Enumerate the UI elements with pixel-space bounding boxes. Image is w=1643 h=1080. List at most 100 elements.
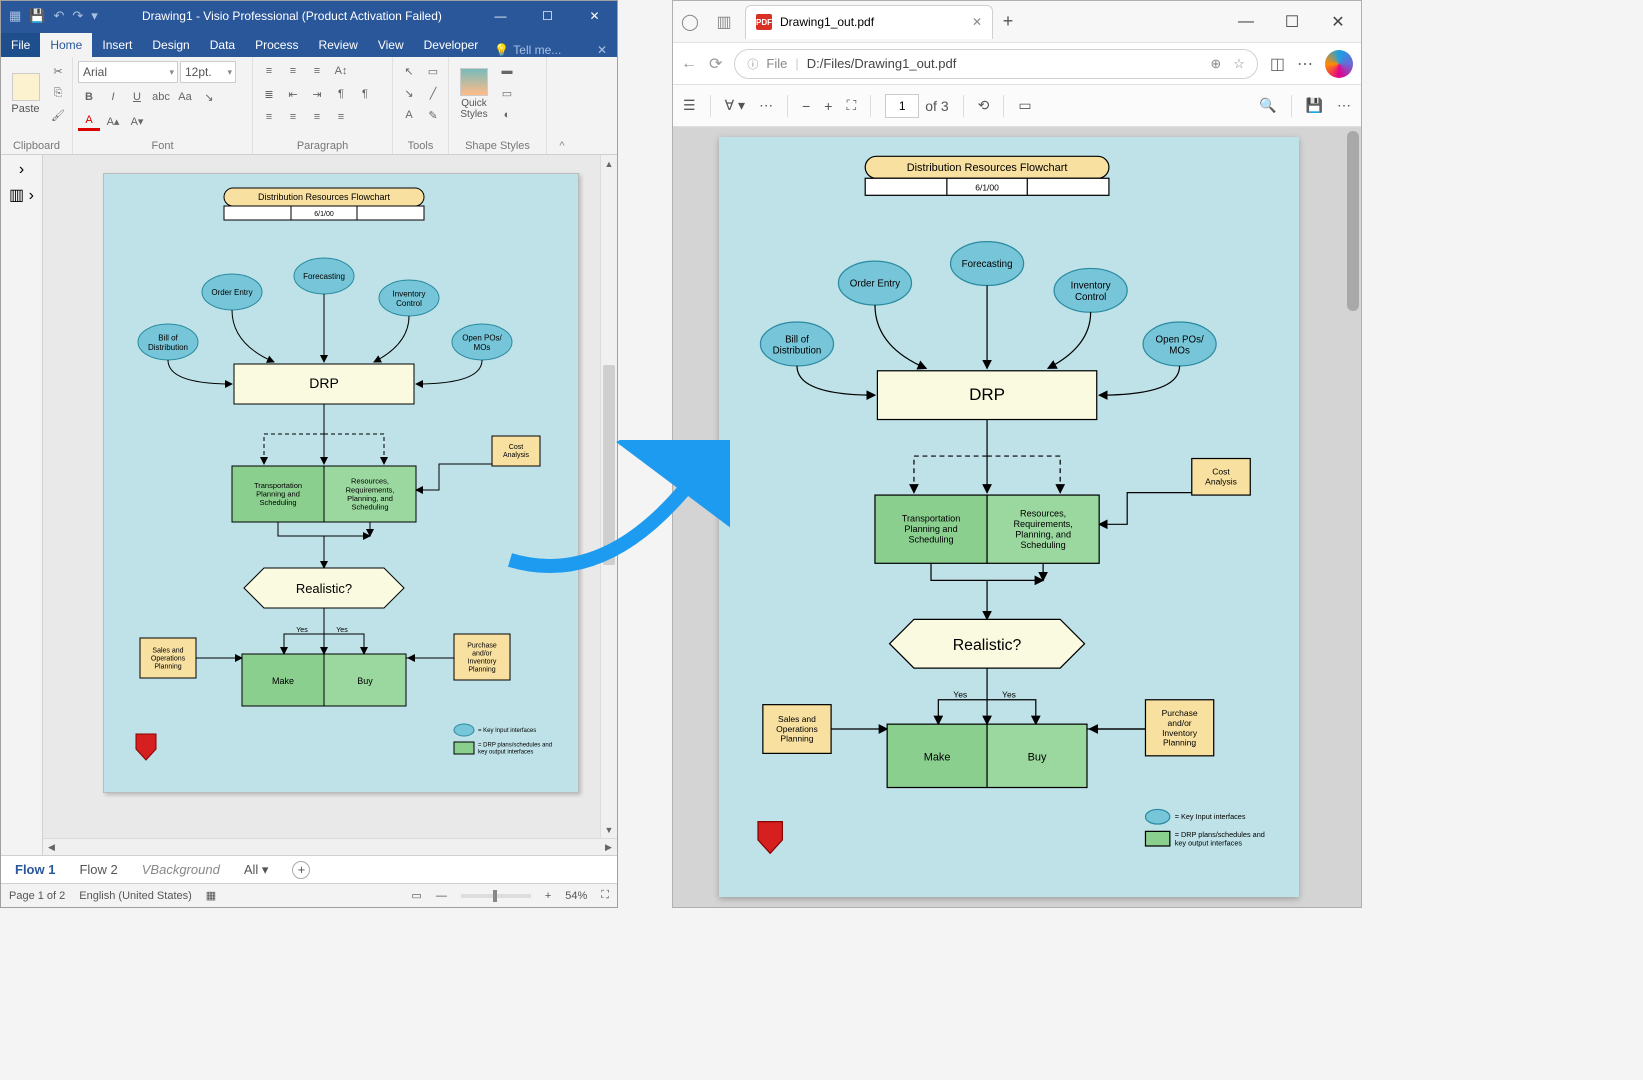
shapes-toggle-icon[interactable]: ▥ ›	[9, 185, 34, 205]
save-icon[interactable]: 💾	[29, 8, 45, 24]
pointer-icon[interactable]: ↖	[398, 61, 420, 81]
pdf-zoom-out-icon[interactable]: −	[802, 98, 810, 114]
new-tab-icon[interactable]: +	[993, 11, 1023, 32]
indent-left-icon[interactable]: ⇤	[282, 84, 304, 104]
info-icon[interactable]: ⓘ	[747, 56, 758, 72]
spacing-icon[interactable]: ¶	[330, 84, 352, 104]
rtl-icon[interactable]: ¶	[354, 84, 376, 104]
ribbon-tab-data[interactable]: Data	[200, 33, 245, 57]
align-just-icon[interactable]: ≡	[330, 107, 352, 127]
edge-maximize-icon[interactable]: ☐	[1269, 1, 1315, 43]
connector-icon[interactable]: ↘	[398, 83, 420, 103]
copy-icon[interactable]: ⎘	[47, 83, 69, 103]
macro-icon[interactable]: ▦	[206, 889, 216, 902]
split-icon[interactable]: ◫	[1270, 54, 1285, 74]
ribbon-tab-review[interactable]: Review	[308, 33, 367, 57]
undo-icon[interactable]: ↶	[53, 8, 64, 24]
highlight-icon[interactable]: ∀ ▾	[725, 97, 746, 114]
search-icon[interactable]: 🔍	[1259, 97, 1276, 114]
ribbon-tab-process[interactable]: Process	[245, 33, 308, 57]
scroll-up-icon[interactable]: ▲	[601, 155, 617, 172]
font-shrink-icon[interactable]: A▾	[126, 111, 148, 131]
page-view-icon[interactable]: ▭	[1018, 97, 1031, 114]
freeform-icon[interactable]: ✎	[422, 105, 444, 125]
zoom-value[interactable]: 54%	[565, 890, 587, 902]
maximize-icon[interactable]: ☐	[525, 1, 570, 31]
scroll-thumb[interactable]	[603, 365, 615, 565]
tell-me[interactable]: 💡Tell me...	[488, 43, 567, 57]
shapes-expand-icon[interactable]: ›	[19, 161, 24, 179]
indent-right-icon[interactable]: ⇥	[306, 84, 328, 104]
ribbon-tab-view[interactable]: View	[368, 33, 414, 57]
font-size-select[interactable]: 12pt.	[180, 61, 236, 83]
line-style-icon[interactable]: ▭	[496, 83, 518, 103]
bold-icon[interactable]: B	[78, 87, 100, 107]
qat-more-icon[interactable]: ▾	[91, 8, 98, 24]
refresh-icon[interactable]: ⟳	[709, 54, 722, 74]
pdf-menu-icon[interactable]: ⋯	[1337, 97, 1351, 114]
close-icon[interactable]: ✕	[572, 1, 617, 31]
ribbon-tab-insert[interactable]: Insert	[92, 33, 142, 57]
cut-icon[interactable]: ✂	[47, 61, 69, 81]
pdf-zoom-in-icon[interactable]: +	[824, 98, 832, 114]
scroll-left-icon[interactable]: ◀	[43, 839, 60, 855]
collapse-icon[interactable]: ^	[559, 140, 564, 152]
sheet-tab-all[interactable]: All ▾	[244, 862, 269, 878]
align-bot-icon[interactable]: ≡	[306, 61, 328, 81]
orient-icon[interactable]: A↕	[330, 61, 352, 81]
zoom-out-icon[interactable]: —	[436, 890, 447, 902]
new-sheet-icon[interactable]: +	[292, 861, 310, 879]
ribbon-close-icon[interactable]: ✕	[587, 43, 617, 57]
fit-icon[interactable]: ⛶	[601, 889, 609, 902]
scroll-down-icon[interactable]: ▼	[601, 821, 617, 838]
italic-icon[interactable]: I	[102, 87, 124, 107]
align-center-icon[interactable]: ≡	[282, 107, 304, 127]
ribbon-tab-home[interactable]: Home	[40, 33, 92, 57]
font-color-icon[interactable]: A	[78, 111, 100, 131]
profile-icon[interactable]: ◯	[673, 12, 707, 32]
zoom-slider[interactable]	[461, 894, 531, 898]
toc-icon[interactable]: ☰	[683, 97, 696, 114]
scroll-right-icon[interactable]: ▶	[600, 839, 617, 855]
menu-icon[interactable]: ⋯	[1297, 54, 1313, 74]
ribbon-tab-developer[interactable]: Developer	[414, 33, 489, 57]
page-input[interactable]	[885, 94, 919, 118]
zoom-lens-icon[interactable]: ⊕	[1210, 56, 1221, 72]
align-left-icon[interactable]: ≡	[258, 107, 280, 127]
workspaces-icon[interactable]: ▥	[707, 12, 741, 32]
copilot-icon[interactable]	[1325, 50, 1353, 78]
favorite-icon[interactable]: ☆	[1233, 56, 1245, 72]
text-icon[interactable]: A	[398, 105, 420, 125]
align-right-icon[interactable]: ≡	[306, 107, 328, 127]
format-painter-icon[interactable]: 🖌	[47, 105, 69, 125]
visio-canvas[interactable]: Distribution Resources Flowchart6/1/00Or…	[43, 155, 617, 855]
align-top-icon[interactable]: ≡	[258, 61, 280, 81]
visio-hscroll[interactable]: ◀ ▶	[43, 838, 617, 855]
save-pdf-icon[interactable]: 💾	[1306, 97, 1323, 114]
bullets-icon[interactable]: ≣	[258, 84, 280, 104]
strike-icon[interactable]: abc	[150, 87, 172, 107]
dialog-icon[interactable]: ↘	[198, 87, 220, 107]
line-icon[interactable]: ╱	[422, 83, 444, 103]
visio-vscroll[interactable]: ▲ ▼	[600, 155, 617, 838]
browser-tab[interactable]: PDF Drawing1_out.pdf ✕	[745, 5, 993, 39]
tab-close-icon[interactable]: ✕	[972, 15, 982, 29]
edge-close-icon[interactable]: ✕	[1315, 1, 1361, 43]
font-grow-icon[interactable]: A▴	[102, 111, 124, 131]
edge-urlbar[interactable]: ⓘ File | D:/Files/Drawing1_out.pdf ⊕ ☆	[734, 49, 1257, 79]
zoom-in-icon[interactable]: +	[545, 890, 551, 902]
edge-vscroll[interactable]	[1347, 131, 1359, 903]
file-tab[interactable]: File	[1, 33, 40, 57]
effects-icon[interactable]: ◐	[496, 105, 518, 125]
case-icon[interactable]: Aa	[174, 87, 196, 107]
minimize-icon[interactable]: —	[478, 1, 523, 31]
pdf-viewport[interactable]: Distribution Resources Flowchart6/1/00Or…	[673, 127, 1361, 907]
rotate-icon[interactable]: ⟲	[978, 97, 990, 114]
edge-scroll-thumb[interactable]	[1347, 131, 1359, 311]
font-name-select[interactable]: Arial	[78, 61, 178, 83]
paste-button[interactable]: Paste	[4, 59, 47, 129]
align-mid-icon[interactable]: ≡	[282, 61, 304, 81]
fill-icon[interactable]: ▬	[496, 61, 518, 81]
back-icon[interactable]: ←	[681, 55, 697, 73]
present-icon[interactable]: ▭	[411, 889, 421, 902]
